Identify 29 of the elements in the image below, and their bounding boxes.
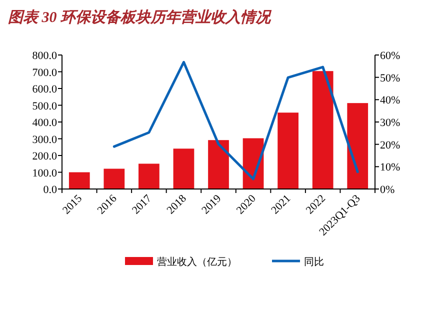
y-tick-label: 100.0 [32, 167, 58, 180]
y-tick-label: 800.0 [32, 50, 58, 62]
legend-label: 同比 [304, 256, 324, 268]
y2-tick-label: 60% [380, 50, 400, 62]
y2-tick-label: 50% [380, 72, 400, 84]
y2-tick-label: 0% [380, 184, 395, 196]
x-tick-label: 2021 [269, 192, 294, 217]
y-tick-label: 200.0 [32, 150, 58, 162]
y-tick-label: 600.0 [32, 84, 58, 96]
bar [312, 71, 334, 189]
bar [68, 172, 90, 189]
bar [104, 168, 125, 189]
y-tick-label: 400.0 [32, 117, 58, 129]
y2-tick-label: 10% [380, 162, 400, 174]
y-tick-label: 500.0 [32, 100, 58, 112]
chart-title: 图表 30 环保设备板块历年营业收入情况 [8, 9, 272, 26]
y2-tick-label: 40% [380, 94, 400, 107]
bar [138, 164, 160, 189]
y-tick-label: 0.0 [43, 184, 58, 196]
bar [173, 148, 194, 189]
bar [208, 140, 229, 189]
y-tick-label: 700.0 [32, 66, 58, 79]
bar [347, 103, 368, 189]
y-tick-label: 300.0 [32, 134, 58, 146]
y2-tick-label: 20% [380, 139, 400, 152]
legend-label: 营业收入（亿元） [157, 256, 237, 268]
y2-tick-label: 30% [380, 117, 400, 129]
line-series [112, 60, 359, 180]
bar [278, 112, 298, 189]
